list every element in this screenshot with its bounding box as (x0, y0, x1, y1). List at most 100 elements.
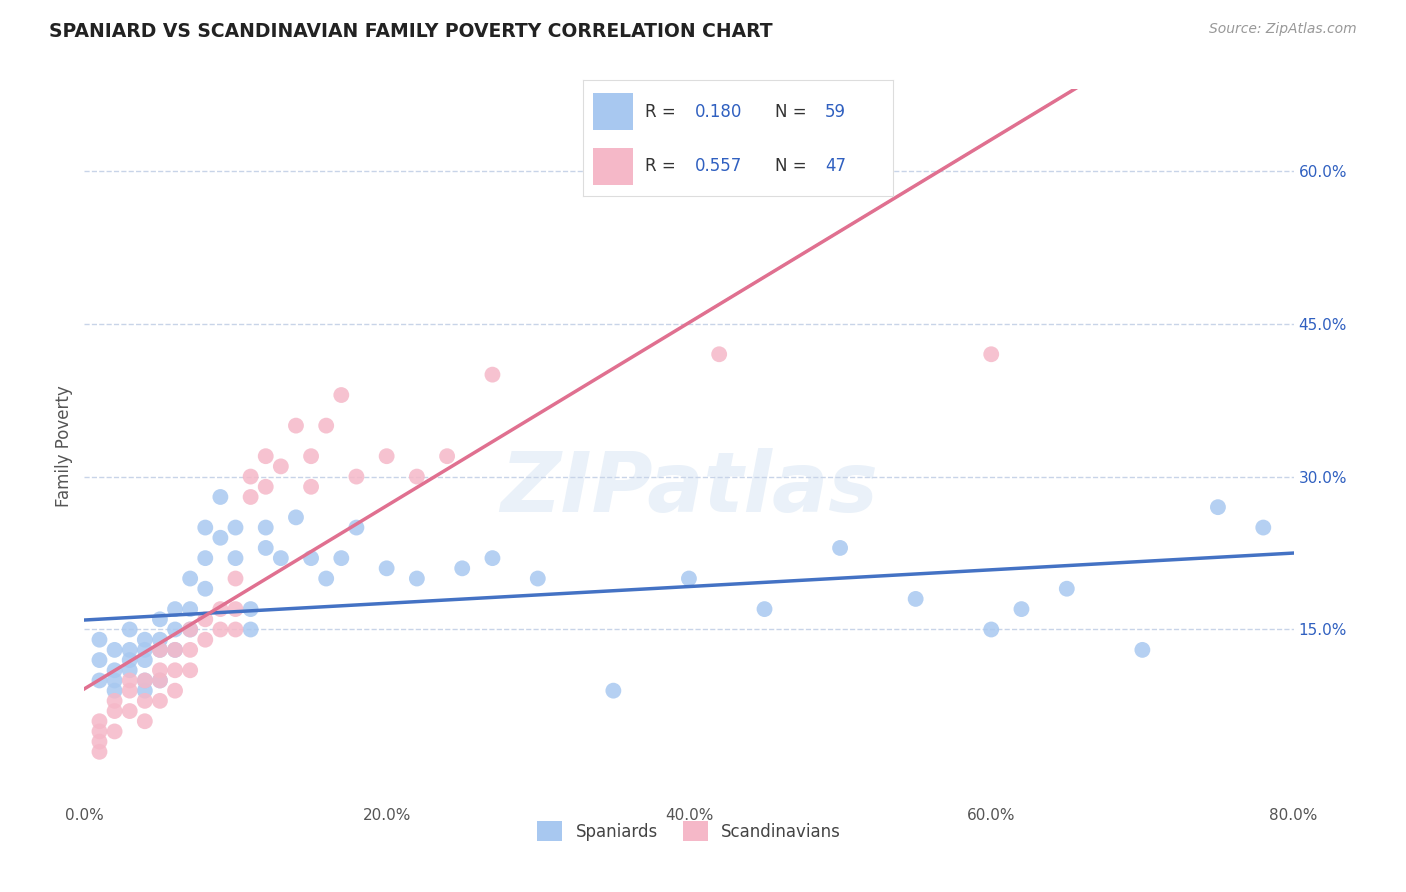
Point (239, 490, 262, 504)
Point (149, 612, 172, 626)
Text: SPANIARD VS SCANDINAVIAN FAMILY POVERTY CORRELATION CHART: SPANIARD VS SCANDINAVIAN FAMILY POVERTY … (49, 22, 773, 41)
Point (179, 623, 201, 637)
Point (89, 714, 111, 729)
Point (194, 520, 217, 534)
Point (980, 623, 1002, 637)
Point (118, 663, 141, 677)
Point (194, 551, 217, 566)
Point (225, 602, 247, 616)
Y-axis label: Family Poverty: Family Poverty (55, 385, 73, 507)
Point (104, 663, 127, 677)
Point (118, 643, 141, 657)
Point (209, 490, 232, 504)
Point (104, 724, 127, 739)
Point (330, 551, 353, 566)
Point (375, 561, 398, 575)
Point (980, 347, 1002, 361)
Point (315, 572, 337, 586)
Text: R =: R = (645, 103, 682, 120)
Point (134, 653, 156, 667)
Point (209, 531, 232, 545)
Point (165, 643, 187, 657)
Point (1056, 582, 1078, 596)
Point (406, 469, 429, 483)
Text: N =: N = (775, 103, 813, 120)
Point (104, 643, 127, 657)
Text: N =: N = (775, 157, 813, 175)
Point (134, 673, 156, 688)
Point (239, 623, 262, 637)
Point (165, 623, 187, 637)
Text: R =: R = (645, 157, 682, 175)
Point (225, 520, 247, 534)
Point (179, 623, 201, 637)
Text: 0.557: 0.557 (695, 157, 742, 175)
Point (165, 602, 187, 616)
Bar (593, 93, 633, 130)
Point (134, 643, 156, 657)
Point (254, 541, 277, 555)
Point (165, 683, 187, 698)
Point (239, 602, 262, 616)
Point (904, 591, 927, 606)
Point (118, 653, 141, 667)
Point (330, 388, 353, 402)
Point (209, 623, 232, 637)
Point (104, 673, 127, 688)
Point (754, 602, 776, 616)
Point (165, 663, 187, 677)
Point (239, 469, 262, 483)
Point (602, 683, 624, 698)
Point (254, 449, 277, 463)
Point (118, 683, 141, 698)
Point (149, 632, 172, 647)
Point (118, 673, 141, 688)
Point (104, 694, 127, 708)
Point (254, 480, 277, 494)
Point (346, 469, 368, 483)
Point (89, 632, 111, 647)
Point (149, 663, 172, 677)
Point (149, 643, 172, 657)
Point (89, 734, 111, 748)
Point (436, 449, 458, 463)
Point (149, 673, 172, 688)
Point (89, 653, 111, 667)
Point (1253, 520, 1275, 534)
Point (118, 623, 141, 637)
Point (1011, 602, 1033, 616)
Point (225, 623, 247, 637)
Point (830, 541, 852, 555)
Point (527, 572, 550, 586)
Point (406, 572, 429, 586)
Point (451, 561, 474, 575)
Text: 0.180: 0.180 (695, 103, 742, 120)
Point (315, 418, 337, 433)
Point (709, 347, 731, 361)
Legend: Spaniards, Scandinavians: Spaniards, Scandinavians (530, 814, 848, 848)
Text: 47: 47 (825, 157, 846, 175)
Point (134, 632, 156, 647)
Point (194, 612, 217, 626)
Point (89, 673, 111, 688)
Text: ZIPatlas: ZIPatlas (501, 449, 877, 529)
Point (481, 368, 503, 382)
Point (299, 449, 322, 463)
Point (118, 704, 141, 718)
Bar (593, 147, 633, 185)
Point (299, 551, 322, 566)
Point (346, 520, 368, 534)
Point (134, 714, 156, 729)
Point (1130, 643, 1153, 657)
Text: Source: ZipAtlas.com: Source: ZipAtlas.com (1209, 22, 1357, 37)
Point (270, 551, 292, 566)
Point (149, 694, 172, 708)
Point (134, 683, 156, 698)
Point (134, 694, 156, 708)
Point (194, 632, 217, 647)
Point (179, 663, 201, 677)
Point (179, 643, 201, 657)
Point (134, 673, 156, 688)
Point (104, 683, 127, 698)
Point (270, 459, 292, 474)
